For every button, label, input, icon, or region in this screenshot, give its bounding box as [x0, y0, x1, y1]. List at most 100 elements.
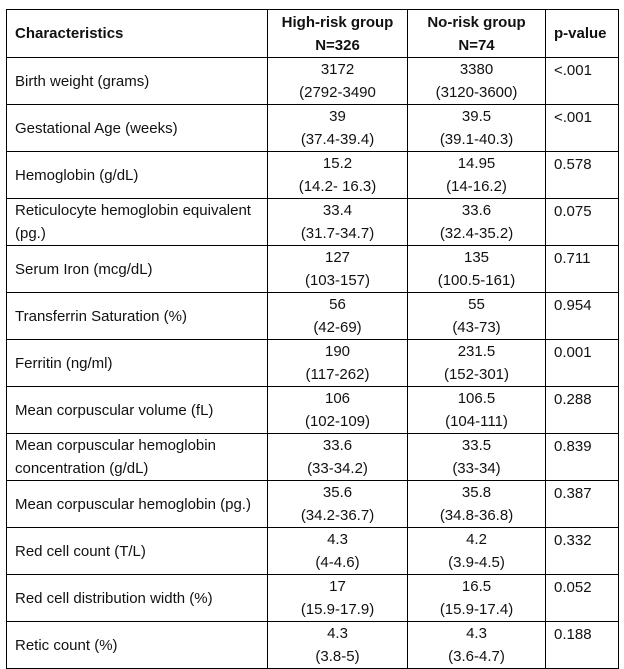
table-row: Red cell count (T/L) 4.3 (4-4.6) 4.2 (3.9-4.… [6, 527, 619, 575]
header-high-risk-group: High-risk group N=326 [267, 9, 408, 58]
header-high-risk-n: N=326 [315, 36, 360, 54]
no-risk-cell: 33.6 (32.4-35.2) [407, 198, 546, 246]
high-risk-range: (15.9-17.9) [300, 601, 375, 618]
row-label: Serum Iron (mcg/dL) [6, 245, 268, 293]
no-risk-cell: 33.5 (33-34) [407, 433, 546, 481]
p-value: 0.387 [554, 485, 592, 502]
high-risk-cell: 17 (15.9-17.9) [267, 574, 408, 622]
no-risk-cell: 4.2 (3.9-4.5) [407, 527, 546, 575]
row-label: Transferrin Saturation (%) [6, 292, 268, 340]
high-risk-median: 127 [324, 249, 351, 266]
high-risk-median: 3172 [320, 61, 355, 78]
no-risk-median: 55 [468, 296, 485, 313]
high-risk-median: 35.6 [322, 484, 353, 501]
no-risk-range: (104-111) [445, 413, 508, 430]
no-risk-range: (14-16.2) [446, 178, 507, 195]
no-risk-cell: 35.8 (34.8-36.8) [407, 480, 546, 528]
row-label-text: Hemoglobin (g/dL) [15, 166, 139, 184]
p-value-cell: 0.578 [545, 151, 619, 199]
table-row: Reticulocyte hemoglobin equivalent (pg.)… [6, 198, 619, 246]
high-risk-cell: 127 (103-157) [267, 245, 408, 293]
high-risk-median: 33.4 [322, 202, 353, 219]
high-risk-cell: 33.4 (31.7-34.7) [267, 198, 408, 246]
no-risk-median: 35.8 [461, 484, 492, 501]
no-risk-range: (34.8-36.8) [439, 507, 514, 524]
row-label: Hemoglobin (g/dL) [6, 151, 268, 199]
p-value-cell: 0.288 [545, 386, 619, 434]
no-risk-range: (39.1-40.3) [439, 131, 514, 148]
p-value-cell: 0.332 [545, 527, 619, 575]
high-risk-cell: 190 (117-262) [267, 339, 408, 387]
table-row: Birth weight (grams) 3172 (2792-3490 3380 (3… [6, 57, 619, 105]
row-label: Reticulocyte hemoglobin equivalent (pg.) [6, 198, 268, 246]
row-label-text: Transferrin Saturation (%) [15, 307, 188, 325]
row-label-text: Birth weight (grams) [15, 72, 150, 90]
header-high-risk-label: High-risk group [281, 13, 394, 31]
row-label-text: Red cell count (T/L) [15, 542, 146, 560]
high-risk-cell: 106 (102-109) [267, 386, 408, 434]
p-value-cell: 0.052 [545, 574, 619, 622]
row-label: Retic count (%) [6, 621, 268, 669]
table-header-row: Characteristics High-risk group N=326 No… [6, 9, 619, 58]
no-risk-range: (100.5-161) [437, 272, 516, 289]
table-body: Birth weight (grams) 3172 (2792-3490 3380 (3… [6, 57, 619, 669]
p-value: 0.075 [554, 203, 592, 220]
p-value-cell: 0.387 [545, 480, 619, 528]
high-risk-range: (117-262) [305, 366, 370, 383]
high-risk-range: (37.4-39.4) [300, 131, 375, 148]
high-risk-cell: 39 (37.4-39.4) [267, 104, 408, 152]
no-risk-cell: 16.5 (15.9-17.4) [407, 574, 546, 622]
no-risk-range: (152-301) [443, 366, 510, 383]
table-row: Gestational Age (weeks) 39 (37.4-39.4) 39.5… [6, 104, 619, 152]
p-value: 0.052 [554, 579, 592, 596]
no-risk-cell: 14.95 (14-16.2) [407, 151, 546, 199]
high-risk-range: (14.2- 16.3) [298, 178, 377, 195]
high-risk-range: (33-34.2) [307, 460, 368, 477]
no-risk-cell: 55 (43-73) [407, 292, 546, 340]
high-risk-range: (31.7-34.7) [300, 225, 375, 242]
p-value: <.001 [554, 62, 592, 79]
no-risk-range: (3120-3600) [435, 84, 518, 101]
table-row: Retic count (%) 4.3 (3.8-5) 4.3 (3.6-4.7) 0.1… [6, 621, 619, 669]
row-label-text: Ferritin (ng/ml) [15, 354, 113, 372]
high-risk-median: 106 [324, 390, 351, 407]
high-risk-cell: 3172 (2792-3490 [267, 57, 408, 105]
p-value: 0.839 [554, 438, 592, 455]
high-risk-cell: 33.6 (33-34.2) [267, 433, 408, 481]
p-value: 0.001 [554, 344, 592, 361]
high-risk-median: 39 [329, 108, 346, 125]
no-risk-median: 33.5 [461, 437, 492, 454]
no-risk-cell: 106.5 (104-111) [407, 386, 546, 434]
row-label: Red cell distribution width (%) [6, 574, 268, 622]
table-row: Ferritin (ng/ml) 190 (117-262) 231.5 (152-30… [6, 339, 619, 387]
high-risk-range: (102-109) [304, 413, 371, 430]
high-risk-range: (3.8-5) [315, 648, 360, 665]
header-no-risk-label: No-risk group [427, 13, 526, 31]
no-risk-cell: 135 (100.5-161) [407, 245, 546, 293]
row-label: Ferritin (ng/ml) [6, 339, 268, 387]
p-value: 0.711 [554, 250, 591, 267]
table-row: Mean corpuscular hemoglobin (pg.) 35.6 (34… [6, 480, 619, 528]
table-row: Red cell distribution width (%) 17 (15.9-1… [6, 574, 619, 622]
row-label-text: Gestational Age (weeks) [15, 119, 178, 137]
no-risk-range: (15.9-17.4) [439, 601, 514, 618]
high-risk-median: 33.6 [322, 437, 353, 454]
no-risk-median: 4.2 [466, 531, 487, 548]
table-row: Mean corpuscular volume (fL) 106 (102-109)… [6, 386, 619, 434]
high-risk-cell: 15.2 (14.2- 16.3) [267, 151, 408, 199]
high-risk-range: (2792-3490 [299, 84, 376, 101]
high-risk-cell: 56 (42-69) [267, 292, 408, 340]
p-value: <.001 [554, 109, 592, 126]
row-label-text: Retic count (%) [15, 636, 118, 654]
header-no-risk-n: N=74 [458, 36, 495, 54]
high-risk-range: (103-157) [304, 272, 371, 289]
high-risk-range: (4-4.6) [315, 554, 360, 571]
high-risk-median: 4.3 [327, 531, 348, 548]
no-risk-median: 4.3 [466, 625, 487, 642]
no-risk-cell: 39.5 (39.1-40.3) [407, 104, 546, 152]
table-row: Transferrin Saturation (%) 56 (42-69) 55 (43… [6, 292, 619, 340]
no-risk-median: 14.95 [457, 155, 496, 172]
p-value: 0.578 [554, 156, 592, 173]
p-value-cell: 0.954 [545, 292, 619, 340]
no-risk-cell: 3380 (3120-3600) [407, 57, 546, 105]
